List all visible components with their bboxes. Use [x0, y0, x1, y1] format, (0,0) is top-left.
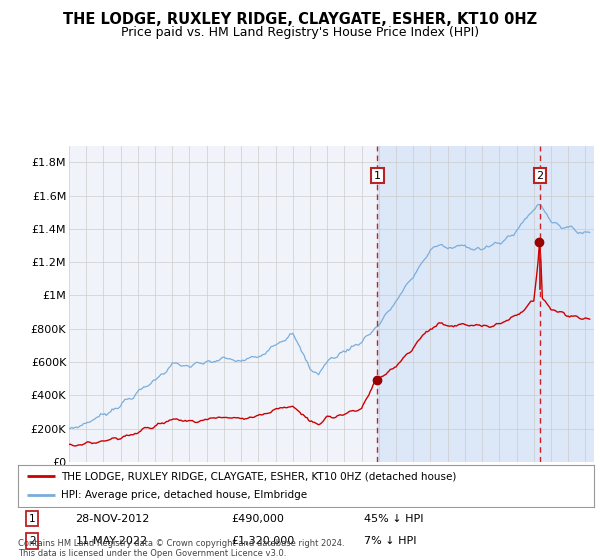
Text: 7% ↓ HPI: 7% ↓ HPI — [364, 536, 416, 546]
Text: £490,000: £490,000 — [231, 514, 284, 524]
Text: 45% ↓ HPI: 45% ↓ HPI — [364, 514, 423, 524]
Text: Contains HM Land Registry data © Crown copyright and database right 2024.
This d: Contains HM Land Registry data © Crown c… — [18, 539, 344, 558]
Bar — [377, 146, 594, 462]
Text: THE LODGE, RUXLEY RIDGE, CLAYGATE, ESHER, KT10 0HZ (detached house): THE LODGE, RUXLEY RIDGE, CLAYGATE, ESHER… — [61, 471, 457, 481]
Text: 1: 1 — [374, 171, 381, 180]
Text: £1,320,000: £1,320,000 — [231, 536, 295, 546]
Text: Price paid vs. HM Land Registry's House Price Index (HPI): Price paid vs. HM Land Registry's House … — [121, 26, 479, 39]
Text: THE LODGE, RUXLEY RIDGE, CLAYGATE, ESHER, KT10 0HZ: THE LODGE, RUXLEY RIDGE, CLAYGATE, ESHER… — [63, 12, 537, 27]
Text: 2: 2 — [29, 536, 36, 546]
Text: 28-NOV-2012: 28-NOV-2012 — [76, 514, 150, 524]
Text: 11-MAY-2022: 11-MAY-2022 — [76, 536, 148, 546]
Text: 1: 1 — [29, 514, 36, 524]
Text: HPI: Average price, detached house, Elmbridge: HPI: Average price, detached house, Elmb… — [61, 491, 307, 501]
Text: 2: 2 — [536, 171, 544, 180]
